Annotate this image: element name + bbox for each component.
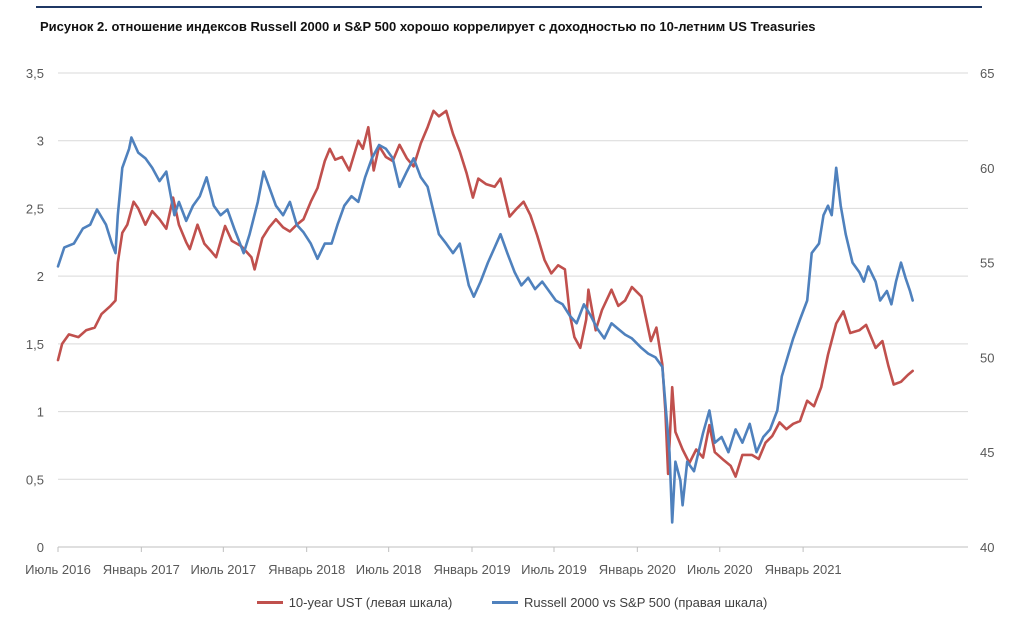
x-tick-label: Январь 2021 bbox=[765, 562, 842, 577]
x-tick-label: Июль 2019 bbox=[521, 562, 587, 577]
y-right-tick-label: 40 bbox=[980, 540, 994, 555]
chart-title: Рисунок 2. отношение индексов Russell 20… bbox=[40, 19, 816, 34]
x-tick-label: Июль 2020 bbox=[687, 562, 753, 577]
legend-label-ust: 10-year UST (левая шкала) bbox=[288, 595, 453, 610]
y-left-tick-label: 2,5 bbox=[26, 201, 44, 216]
x-tick-label: Июль 2016 bbox=[25, 562, 91, 577]
y-left-tick-label: 3 bbox=[37, 134, 44, 149]
legend-item-ratio: Russell 2000 vs S&P 500 (правая шкала) bbox=[491, 595, 768, 610]
legend-swatch-ust bbox=[256, 601, 283, 604]
gridlines bbox=[58, 72, 968, 480]
x-tick-label: Январь 2019 bbox=[433, 562, 510, 577]
x-tick-label: Январь 2017 bbox=[103, 562, 180, 577]
y-left-tick-label: 1 bbox=[37, 405, 44, 420]
legend-swatch-ratio bbox=[491, 601, 518, 604]
y-left-tick-label: 0 bbox=[37, 540, 44, 555]
y-left-tick-label: 0,5 bbox=[26, 472, 44, 487]
x-axis: Июль 2016 Январь 2017 Июль 2017 Январь 2018… bbox=[25, 546, 968, 577]
y-right-tick-label: 65 bbox=[980, 66, 994, 81]
legend: 10-year UST (левая шкала) Russell 2000 v… bbox=[0, 592, 1024, 610]
y-right-tick-label: 55 bbox=[980, 256, 994, 271]
y-left-tick-label: 1,5 bbox=[26, 337, 44, 352]
series-line-ratio bbox=[56, 136, 914, 524]
y-right-tick-label: 50 bbox=[980, 350, 994, 365]
y-axis-right: 40 45 50 55 60 65 bbox=[980, 66, 994, 555]
x-tick-label: Январь 2020 bbox=[599, 562, 676, 577]
series-lines bbox=[56, 109, 914, 524]
y-left-tick-label: 3,5 bbox=[26, 66, 44, 81]
y-right-tick-label: 45 bbox=[980, 445, 994, 460]
legend-item-ust: 10-year UST (левая шкала) bbox=[256, 595, 453, 610]
series-line-ust bbox=[56, 109, 914, 478]
legend-label-ratio: Russell 2000 vs S&P 500 (правая шкала) bbox=[523, 595, 768, 610]
x-tick-label: Июль 2017 bbox=[190, 562, 256, 577]
y-axis-left: 0 0,5 1 1,5 2 2,5 3 3,5 bbox=[26, 66, 44, 555]
x-tick-label: Январь 2018 bbox=[268, 562, 345, 577]
x-tick-label: Июль 2018 bbox=[356, 562, 422, 577]
y-right-tick-label: 60 bbox=[980, 161, 994, 176]
y-left-tick-label: 2 bbox=[37, 269, 44, 284]
title-rule bbox=[36, 6, 982, 8]
